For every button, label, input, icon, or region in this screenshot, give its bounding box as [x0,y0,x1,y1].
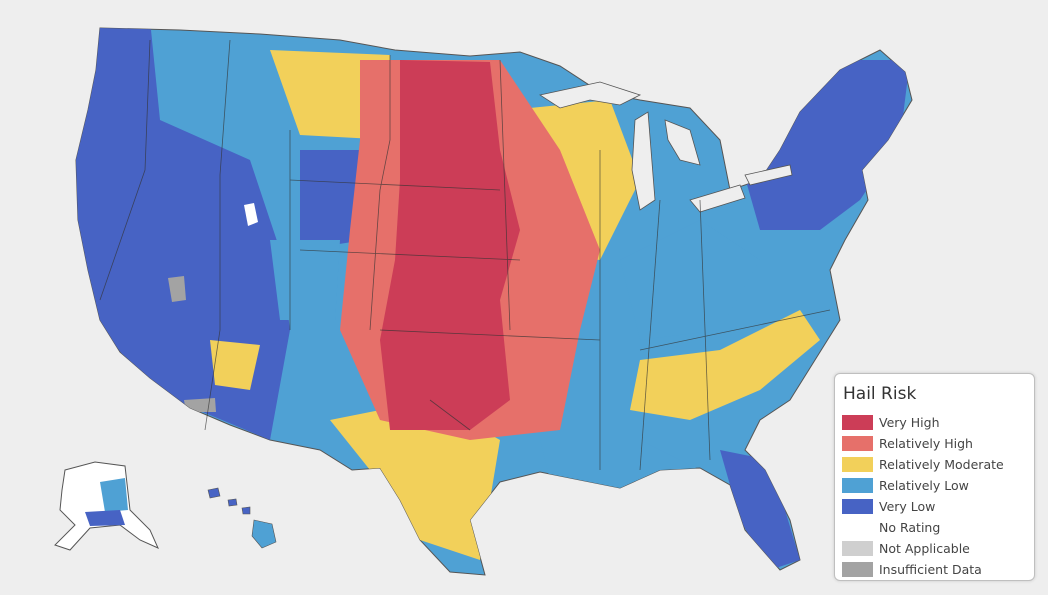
legend-label: Very Low [879,499,936,514]
legend-swatch [842,436,873,451]
great-salt-lake [244,203,258,226]
region-west-very-low [76,28,290,440]
region-mountain-very-low [300,150,365,250]
legend-label: No Rating [879,520,941,535]
legend-item[interactable]: No Rating [842,517,1034,538]
region-colorado-low [270,240,340,320]
legend-item[interactable]: Very Low [842,496,1034,517]
legend-label: Relatively Moderate [879,457,1004,472]
region-texas-moderate [330,400,500,560]
legend-swatch [842,541,873,556]
legend-swatch [842,562,873,577]
legend-title: Hail Risk [843,384,917,404]
legend-swatch [842,457,873,472]
map-legend: Hail Risk Very High Relatively High Relati… [834,373,1035,581]
legend-label: Very High [879,415,940,430]
legend-item[interactable]: Not Applicable [842,538,1034,559]
legend-item[interactable]: Relatively Moderate [842,454,1034,475]
legend-item[interactable]: Relatively Low [842,475,1034,496]
region-plains-very-high [380,60,520,430]
state-boundaries [99,39,831,471]
legend-label: Not Applicable [879,541,970,556]
legend-item[interactable]: Insufficient Data [842,559,1034,580]
legend-label: Insufficient Data [879,562,982,577]
region-florida-very-low [720,450,800,570]
legend-label: Relatively Low [879,478,969,493]
great-lakes [538,81,793,213]
legend-swatch [842,520,873,535]
legend-item[interactable]: Relatively High [842,433,1034,454]
alaska [54,461,159,551]
legend-label: Relatively High [879,436,973,451]
region-southeast-moderate [630,310,820,420]
region-insufficient-data-arizona [184,398,216,412]
region-appalachia-low [620,220,760,340]
region-insufficient-data-nevada [168,276,186,302]
legend-swatch [842,415,873,430]
hawaii [207,487,277,549]
legend-item[interactable]: Very High [842,412,1034,433]
legend-swatch [842,499,873,514]
region-arizona-moderate [210,340,260,390]
legend-swatch [842,478,873,493]
